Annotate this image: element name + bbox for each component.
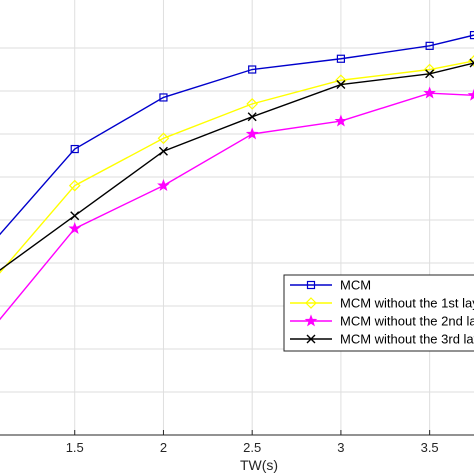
data-point — [157, 132, 170, 145]
data-point — [423, 86, 436, 99]
axes — [0, 430, 474, 436]
series-4 — [0, 58, 474, 271]
x-tick-label: 1.5 — [66, 440, 84, 455]
x-tick-label: 2.5 — [243, 440, 261, 455]
x-tick-label: 3 — [337, 440, 344, 455]
series-3 — [0, 86, 474, 321]
data-point — [334, 114, 348, 127]
legend-swatch-marker — [305, 297, 317, 309]
legend-label: MCM without the 1st lay — [340, 296, 474, 311]
data-point — [336, 80, 346, 90]
series-1 — [0, 31, 474, 236]
x-tick-labels: 1.5 2 2.5 3 3.5 — [66, 440, 439, 455]
series-layer — [0, 31, 474, 321]
legend-label: MCM without the 2nd lay — [340, 314, 474, 329]
data-point — [158, 146, 168, 156]
legend-label: MCM without the 3rd lay — [340, 332, 474, 347]
x-axis-label: TW(s) — [240, 457, 278, 473]
data-point — [469, 58, 474, 68]
data-point — [159, 93, 168, 102]
x-tick-label: 2 — [160, 440, 167, 455]
legend-swatch-marker — [306, 334, 316, 344]
legend-swatch-marker — [304, 314, 318, 327]
series-line — [0, 34, 474, 236]
data-point — [70, 144, 79, 154]
data-point — [70, 211, 80, 221]
legend-label: MCM — [340, 278, 371, 293]
legend-swatch-marker — [306, 280, 316, 290]
data-point — [469, 31, 474, 40]
legend: MCM MCM without the 1st lay MCM without th… — [283, 274, 474, 352]
data-point — [467, 88, 474, 101]
data-point — [246, 98, 259, 110]
data-point — [68, 221, 82, 234]
data-point — [157, 178, 170, 191]
data-point — [245, 127, 259, 140]
data-point — [68, 179, 81, 192]
x-tick-label: 3.5 — [421, 440, 439, 455]
data-point — [247, 112, 257, 122]
data-point — [248, 65, 257, 74]
series-line — [0, 60, 474, 274]
data-point — [425, 41, 434, 50]
data-point — [336, 54, 346, 63]
data-point — [425, 69, 435, 79]
plot-area — [0, 0, 474, 435]
